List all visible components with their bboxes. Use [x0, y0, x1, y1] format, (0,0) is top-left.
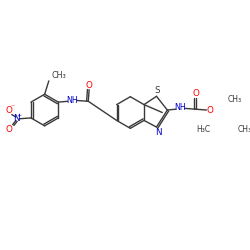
- Text: NH: NH: [66, 96, 78, 105]
- Text: O: O: [206, 106, 213, 114]
- Text: O: O: [192, 89, 199, 98]
- Text: N: N: [155, 128, 162, 136]
- Text: ⁻: ⁻: [10, 102, 15, 112]
- Text: +: +: [17, 113, 22, 118]
- Text: S: S: [154, 86, 160, 95]
- Text: O: O: [5, 125, 12, 134]
- Text: O: O: [5, 106, 12, 115]
- Text: NH: NH: [174, 103, 186, 112]
- Text: O: O: [86, 81, 92, 90]
- Text: CH₃: CH₃: [227, 95, 241, 104]
- Text: CH₃: CH₃: [237, 126, 250, 134]
- Text: H₃C: H₃C: [196, 126, 210, 134]
- Text: N: N: [13, 114, 19, 123]
- Text: CH₃: CH₃: [51, 70, 66, 80]
